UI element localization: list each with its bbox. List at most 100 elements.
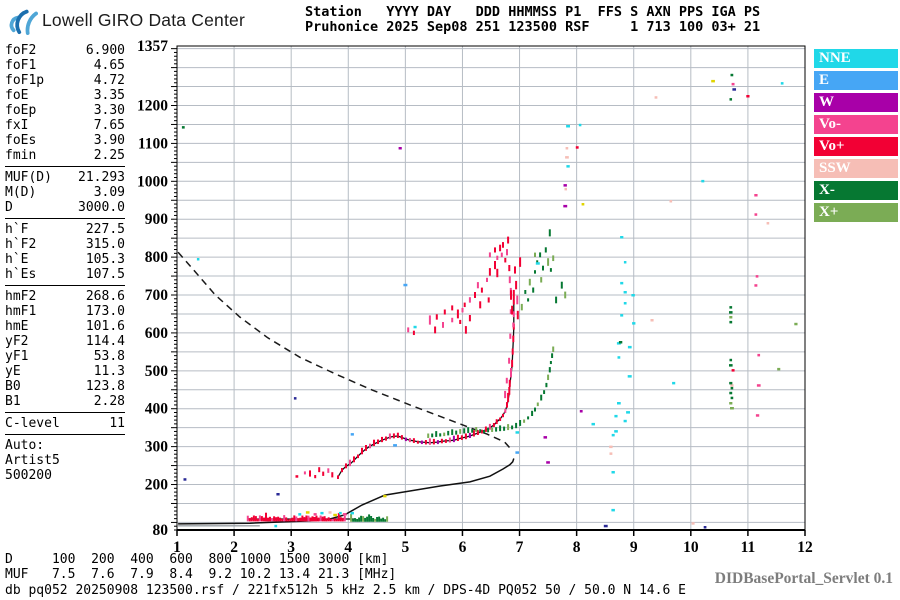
parameter-value: 11.3	[93, 364, 125, 379]
parameter-group: foF2 6.900 foF1 4.65 foF1p 4.72 foE 3.35 foEp 3.3…	[5, 42, 125, 167]
y-axis-tick-label: 400	[145, 401, 169, 418]
parameter-value: 3.35	[93, 88, 125, 103]
x-axis-tick-label: 4	[344, 539, 352, 556]
parameter-label: foF1	[5, 58, 37, 73]
station-header: Station YYYY DAY DDD HHMMSS P1 FFS S AXN…	[305, 5, 760, 35]
parameter-label: foF1p	[5, 73, 45, 88]
x-axis-tick-label: 2	[230, 539, 238, 556]
parameter-value: 315.0	[85, 237, 125, 252]
y-axis-tick-label: 600	[145, 325, 169, 342]
x-axis-tick-label: 11	[741, 539, 756, 556]
parameter-row: yF1 53.8	[5, 349, 125, 364]
parameter-row: foEp 3.30	[5, 103, 125, 118]
parameter-value: 268.6	[85, 289, 125, 304]
footer-row-value: 9.2	[208, 566, 232, 582]
parameter-value: 7.65	[93, 118, 125, 133]
parameter-label: C-level	[5, 416, 60, 431]
parameter-value: 2.28	[93, 394, 125, 409]
parameter-row: yE 11.3	[5, 364, 125, 379]
echo-direction-legend: NNE E W Vo- Vo+ SSW X- X+	[814, 49, 898, 225]
parameter-label: h`Es	[5, 267, 37, 282]
parameter-value: 107.5	[85, 267, 125, 282]
parameter-label: foEs	[5, 133, 37, 148]
parameter-row: Artist5	[5, 453, 125, 468]
x-axis-tick-label: 1	[173, 539, 181, 556]
parameter-label: B1	[5, 394, 21, 409]
parameter-row: hmF2 268.6	[5, 289, 125, 304]
y-axis-tick-label: 1100	[138, 135, 168, 152]
parameter-group: hmF2 268.6 hmF1 173.0 hmE 101.6 yF2 114.4 yF1 53.…	[5, 288, 125, 413]
x-axis-tick-label: 5	[401, 539, 409, 556]
footer-row-value: 8.4	[169, 566, 193, 582]
parameter-row: B1 2.28	[5, 394, 125, 409]
legend-item-vo-: Vo-	[814, 115, 898, 134]
parameter-label: fmin	[5, 148, 37, 163]
parameter-row: foEs 3.90	[5, 133, 125, 148]
footer-row-value: 1000	[239, 552, 272, 567]
parameter-row: foF2 6.900	[5, 43, 125, 58]
servlet-version-label: DIDBasePortal_Servlet 0.1	[714, 570, 893, 587]
parameter-label: foF2	[5, 43, 37, 58]
measurement-status-line: db pq052 20250908 123500.rsf / 221fx512h…	[5, 583, 686, 598]
parameter-row: foF1 4.65	[5, 58, 125, 73]
brand-header: Lowell GIRO Data Center	[8, 5, 245, 35]
legend-item-x-: X-	[814, 181, 898, 200]
parameter-group: Auto: Artist5 500200	[5, 437, 125, 486]
parameter-label: M(D)	[5, 185, 37, 200]
page-title: Lowell GIRO Data Center	[42, 9, 246, 30]
parameter-label: hmF1	[5, 304, 37, 319]
footer-row-unit: [MHz]	[357, 566, 397, 582]
parameter-value: 4.65	[93, 58, 125, 73]
parameter-row: yF2 114.4	[5, 334, 125, 349]
footer-row-value: 1500	[278, 552, 311, 567]
parameter-label: hmF2	[5, 289, 37, 304]
y-axis-tick-label: 900	[145, 211, 169, 228]
parameter-value: 173.0	[85, 304, 125, 319]
x-axis-tick-label: 6	[459, 539, 467, 556]
parameter-value: 2.25	[93, 148, 125, 163]
parameter-row: Auto:	[5, 438, 125, 453]
footer-row-value: 400	[130, 552, 154, 567]
parameter-label: MUF(D)	[5, 170, 52, 185]
y-axis-tick-label: 700	[145, 287, 169, 304]
footer-row-value: 21.3	[317, 566, 350, 582]
y-axis-tick-label: 1000	[137, 173, 168, 190]
topside-profile-dashed-curve	[177, 251, 513, 451]
parameter-value: 123.8	[85, 379, 125, 394]
parameter-value: 105.3	[85, 252, 125, 267]
parameter-group: MUF(D) 21.293 M(D) 3.09 D 3000.0	[5, 169, 125, 219]
footer-row-value: 7.9	[130, 566, 154, 582]
x-axis-tick-label: 3	[287, 539, 295, 556]
legend-item-ssw: SSW	[814, 159, 898, 178]
legend-item-x+: X+	[814, 203, 898, 222]
station-header-values: Pruhonice 2025 Sep08 251 123500 RSF 1 71…	[305, 19, 761, 35]
parameter-row: foF1p 4.72	[5, 73, 125, 88]
parameter-label: D	[5, 200, 13, 215]
x-axis-tick-label: 9	[630, 539, 638, 556]
legend-item-w: W	[814, 93, 898, 112]
parameter-row: D 3000.0	[5, 200, 125, 215]
x-axis-tick-label: 12	[797, 539, 813, 556]
legend-item-vo+: Vo+	[814, 137, 898, 156]
parameter-row: h`E 105.3	[5, 252, 125, 267]
parameter-group: h`F 227.5 h`F2 315.0 h`E 105.3 h`Es 107.5	[5, 221, 125, 286]
parameter-value: 4.72	[93, 73, 125, 88]
parameter-row: hmE 101.6	[5, 319, 125, 334]
footer-row-unit: [km]	[357, 552, 389, 567]
y-axis-tick-label: 80	[153, 522, 169, 539]
parameter-label: h`E	[5, 252, 29, 267]
parameter-row: h`F 227.5	[5, 222, 125, 237]
giro-wave-logo-icon	[9, 9, 38, 35]
footer-row-value: 7.6	[91, 566, 115, 582]
parameter-label: yF2	[5, 334, 29, 349]
footer-row-d: D 100 200 400 600 800 1000 1500 3000 [km]	[5, 552, 396, 568]
x-axis-tick-label: 10	[683, 539, 699, 556]
footer-row-value: 600	[169, 552, 193, 567]
parameter-label: B0	[5, 379, 21, 394]
y-axis-tick-label: 200	[145, 477, 169, 494]
parameter-label: foE	[5, 88, 29, 103]
footer-row-value: 100	[51, 552, 76, 567]
parameter-value: 21.293	[78, 170, 125, 185]
footer-row-label: D	[5, 552, 13, 567]
parameter-value: 53.8	[93, 349, 125, 364]
